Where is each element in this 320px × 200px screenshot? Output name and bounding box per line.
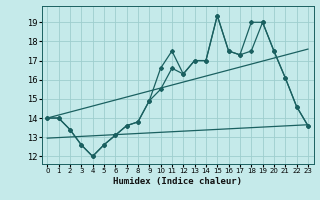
X-axis label: Humidex (Indice chaleur): Humidex (Indice chaleur) (113, 177, 242, 186)
